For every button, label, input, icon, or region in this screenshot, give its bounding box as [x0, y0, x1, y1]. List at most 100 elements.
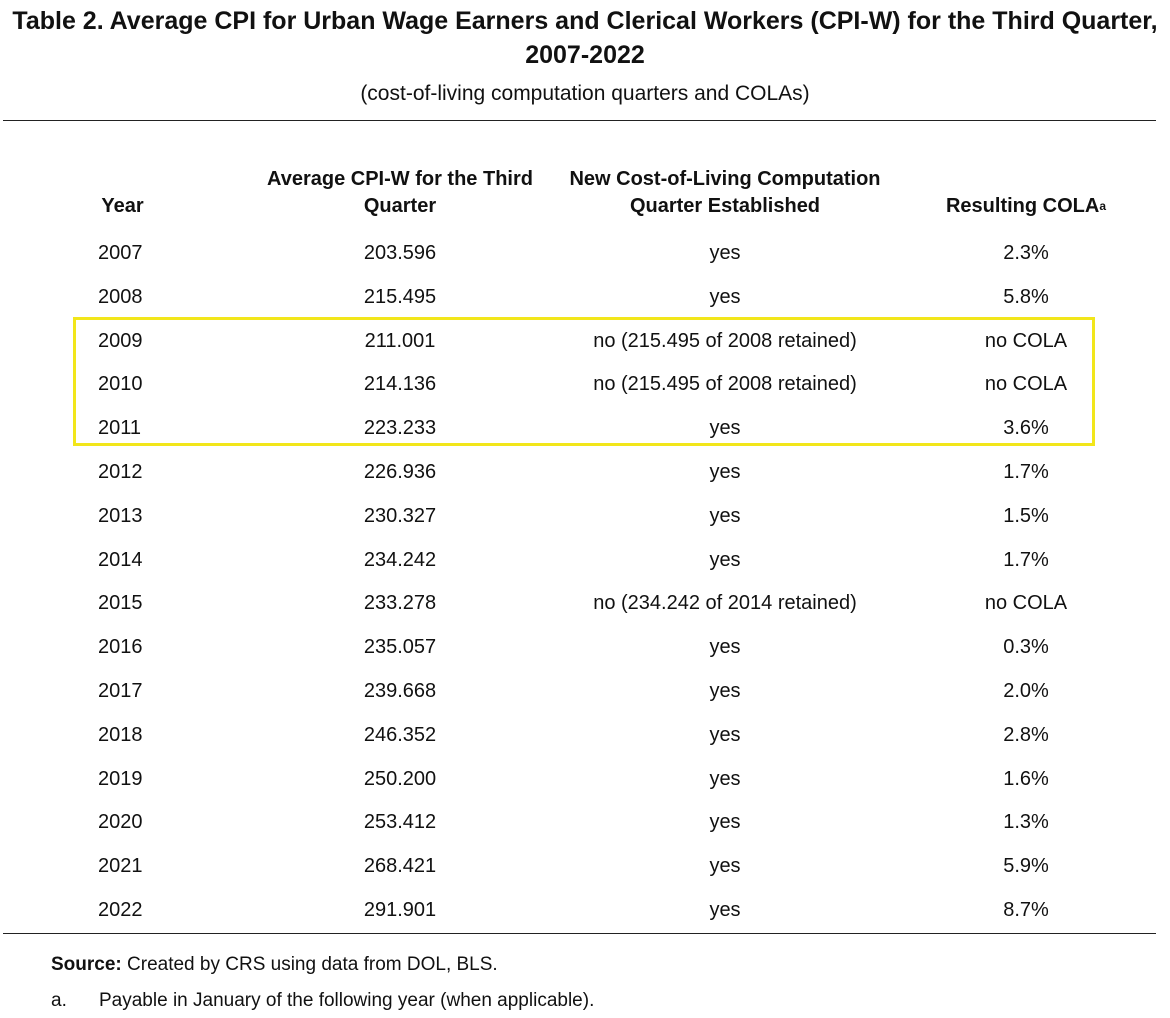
cell-cola: 3.6% [1003, 417, 1049, 440]
header-cpi: Average CPI-W for the Third Quarter [240, 130, 560, 220]
cell-year: 2008 [98, 285, 143, 308]
cell-quarter: yes [709, 898, 741, 921]
cell-cola: 5.8% [1003, 285, 1049, 308]
table-row: 2020 253.412 yes 1.3% [0, 801, 1170, 845]
table-row: 2009 211.001 no (215.495 of 2008 retained)… [0, 320, 1170, 364]
cell-cpi: 230.327 [363, 504, 437, 527]
cell-cpi: 246.352 [363, 723, 437, 746]
cell-year: 2021 [98, 855, 143, 878]
source-label: Source: [51, 954, 122, 975]
cell-quarter: yes [709, 417, 741, 440]
cell-quarter: yes [709, 811, 741, 834]
cell-cpi: 211.001 [364, 329, 436, 352]
cell-year: 2018 [98, 723, 143, 746]
cell-cpi: 235.057 [363, 636, 437, 659]
cell-year: 2014 [98, 548, 143, 571]
cell-cpi: 268.421 [363, 855, 437, 878]
bottom-rule [3, 933, 1156, 934]
table-row: 2007 203.596 yes 2.3% [0, 232, 1170, 276]
table-row: 2021 268.421 yes 5.9% [0, 845, 1170, 889]
table-title: Table 2. Average CPI for Urban Wage Earn… [12, 7, 1158, 69]
table-row: 2022 291.901 yes 8.7% [0, 889, 1170, 933]
source-note: Source: Created by CRS using data from D… [51, 952, 498, 978]
cell-quarter: yes [709, 285, 741, 308]
table-row: 2013 230.327 yes 1.5% [0, 495, 1170, 539]
table-row: 2014 234.242 yes 1.7% [0, 539, 1170, 583]
cell-quarter: no (215.495 of 2008 retained) [593, 329, 857, 352]
footnote: a. Payable in January of the following ye… [51, 988, 594, 1014]
header-year-label: Year [101, 195, 144, 217]
cell-cola: 1.6% [1003, 767, 1049, 790]
cell-year: 2019 [98, 767, 143, 790]
cell-year: 2010 [98, 373, 143, 396]
cell-quarter: yes [709, 679, 741, 702]
table-row: 2017 239.668 yes 2.0% [0, 670, 1170, 714]
header-cola-label: Resulting COLA [945, 195, 1100, 217]
table-row: 2019 250.200 yes 1.6% [0, 758, 1170, 802]
cell-quarter: yes [709, 460, 741, 483]
footnote-text: Payable in January of the following year… [99, 990, 595, 1011]
cell-cola: 0.3% [1003, 636, 1049, 659]
cell-cola: no COLA [984, 592, 1068, 615]
table-row: 2015 233.278 no (234.242 of 2014 retained)… [0, 582, 1170, 626]
cell-year: 2016 [98, 636, 143, 659]
cell-cola: 1.3% [1003, 811, 1049, 834]
table-row: 2016 235.057 yes 0.3% [0, 626, 1170, 670]
cell-quarter: yes [709, 723, 741, 746]
cell-cola: no COLA [984, 373, 1068, 396]
table-row: 2018 246.352 yes 2.8% [0, 714, 1170, 758]
table-row: 2011 223.233 yes 3.6% [0, 407, 1170, 451]
cell-cpi: 215.495 [363, 285, 437, 308]
cell-year: 2015 [98, 592, 143, 615]
cell-cola: no COLA [984, 329, 1068, 352]
cell-year: 2020 [98, 811, 143, 834]
cell-quarter: yes [709, 636, 741, 659]
cell-cpi: 291.901 [363, 898, 437, 921]
cell-quarter: no (215.495 of 2008 retained) [593, 373, 857, 396]
header-quarter-label: New Cost-of-Living Computation Quarter E… [569, 168, 881, 217]
cell-quarter: yes [709, 504, 741, 527]
table-row: 2010 214.136 no (215.495 of 2008 retained)… [0, 363, 1170, 407]
cell-cola: 2.0% [1003, 679, 1049, 702]
cell-cola: 1.7% [1003, 460, 1049, 483]
source-text: Created by CRS using data from DOL, BLS. [127, 954, 498, 975]
cell-cola: 2.3% [1003, 242, 1049, 264]
header-cpi-label: Average CPI-W for the Third Quarter [267, 168, 533, 217]
cell-quarter: yes [709, 242, 741, 264]
cell-year: 2017 [98, 679, 143, 702]
cell-cola: 1.7% [1003, 548, 1049, 571]
header-cola: Resulting COLA a [910, 130, 1142, 220]
cell-year: 2012 [98, 460, 143, 483]
table-row: 2008 215.495 yes 5.8% [0, 276, 1170, 320]
cell-cpi: 203.596 [363, 242, 437, 264]
cell-year: 2013 [98, 504, 143, 527]
cell-cola: 8.7% [1003, 898, 1049, 921]
cell-quarter: yes [709, 548, 741, 571]
cell-cpi: 223.233 [363, 417, 437, 440]
cell-cpi: 239.668 [363, 679, 437, 702]
cell-year: 2007 [98, 242, 143, 264]
cell-cpi: 253.412 [363, 811, 437, 834]
header-year: Year [50, 130, 195, 220]
header-quarter: New Cost-of-Living Computation Quarter E… [560, 130, 890, 220]
cell-cola: 1.5% [1003, 504, 1049, 527]
table-subtitle: (cost-of-living computation quarters and… [360, 82, 810, 105]
cell-quarter: yes [709, 767, 741, 790]
top-rule [3, 120, 1156, 121]
table-body: 2007 203.596 yes 2.3% 2008 215.495 yes 5.8% 2009… [0, 232, 1170, 933]
cell-cola: 2.8% [1003, 723, 1049, 746]
footnote-marker: a. [51, 990, 67, 1011]
cell-cpi: 214.136 [363, 373, 437, 396]
cell-year: 2011 [98, 417, 142, 440]
cell-quarter: no (234.242 of 2014 retained) [593, 592, 857, 615]
cell-cpi: 226.936 [363, 460, 437, 483]
cell-year: 2009 [98, 329, 143, 352]
cell-cpi: 250.200 [363, 767, 437, 790]
cell-year: 2022 [98, 898, 143, 921]
cell-quarter: yes [709, 855, 741, 878]
cola-footnote-mark: a [1099, 199, 1107, 213]
cell-cpi: 234.242 [363, 548, 437, 571]
cell-cpi: 233.278 [363, 592, 437, 615]
table-row: 2012 226.936 yes 1.7% [0, 451, 1170, 495]
cell-cola: 5.9% [1003, 855, 1049, 878]
